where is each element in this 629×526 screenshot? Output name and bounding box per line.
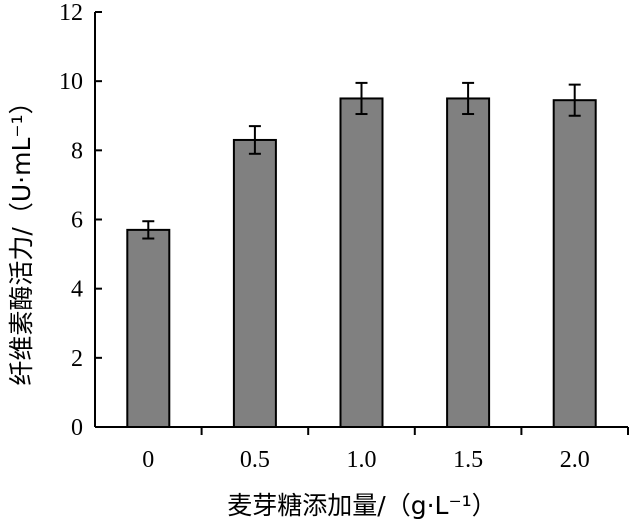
x-tick-label: 1.0	[347, 447, 377, 473]
x-axis-title: 麦芽糖添加量/（g·L⁻¹）	[227, 491, 496, 520]
y-tick-label: 0	[71, 415, 83, 441]
y-tick-label: 12	[59, 0, 83, 26]
bar	[552, 99, 597, 428]
x-ticks-group: 0 0.5 1.0 1.5 2.0	[142, 427, 629, 473]
bar	[126, 228, 171, 428]
y-ticks-group: 0 2 4 6 8 10 12	[59, 0, 102, 441]
bar	[232, 138, 277, 428]
y-tick-label: 4	[71, 277, 83, 303]
y-tick-label: 2	[71, 346, 83, 372]
x-tick-label: 2.0	[560, 447, 590, 473]
y-tick-label: 8	[71, 138, 83, 164]
bar	[339, 97, 384, 428]
y-tick-label: 10	[59, 69, 83, 95]
y-tick-label: 6	[71, 208, 83, 234]
y-axis-title: 纤维素酶活力/（U·mL⁻¹）	[7, 89, 36, 385]
error-bar	[142, 220, 155, 240]
error-bar	[568, 83, 581, 117]
x-tick-label: 0	[142, 447, 154, 473]
x-tick-label: 0.5	[240, 447, 270, 473]
bars-group	[126, 97, 597, 428]
error-bars-group	[142, 81, 581, 240]
x-tick-label: 1.5	[453, 447, 483, 473]
error-bar	[462, 81, 475, 116]
bar	[446, 97, 491, 428]
error-bar	[355, 81, 368, 116]
error-bar	[248, 125, 261, 155]
